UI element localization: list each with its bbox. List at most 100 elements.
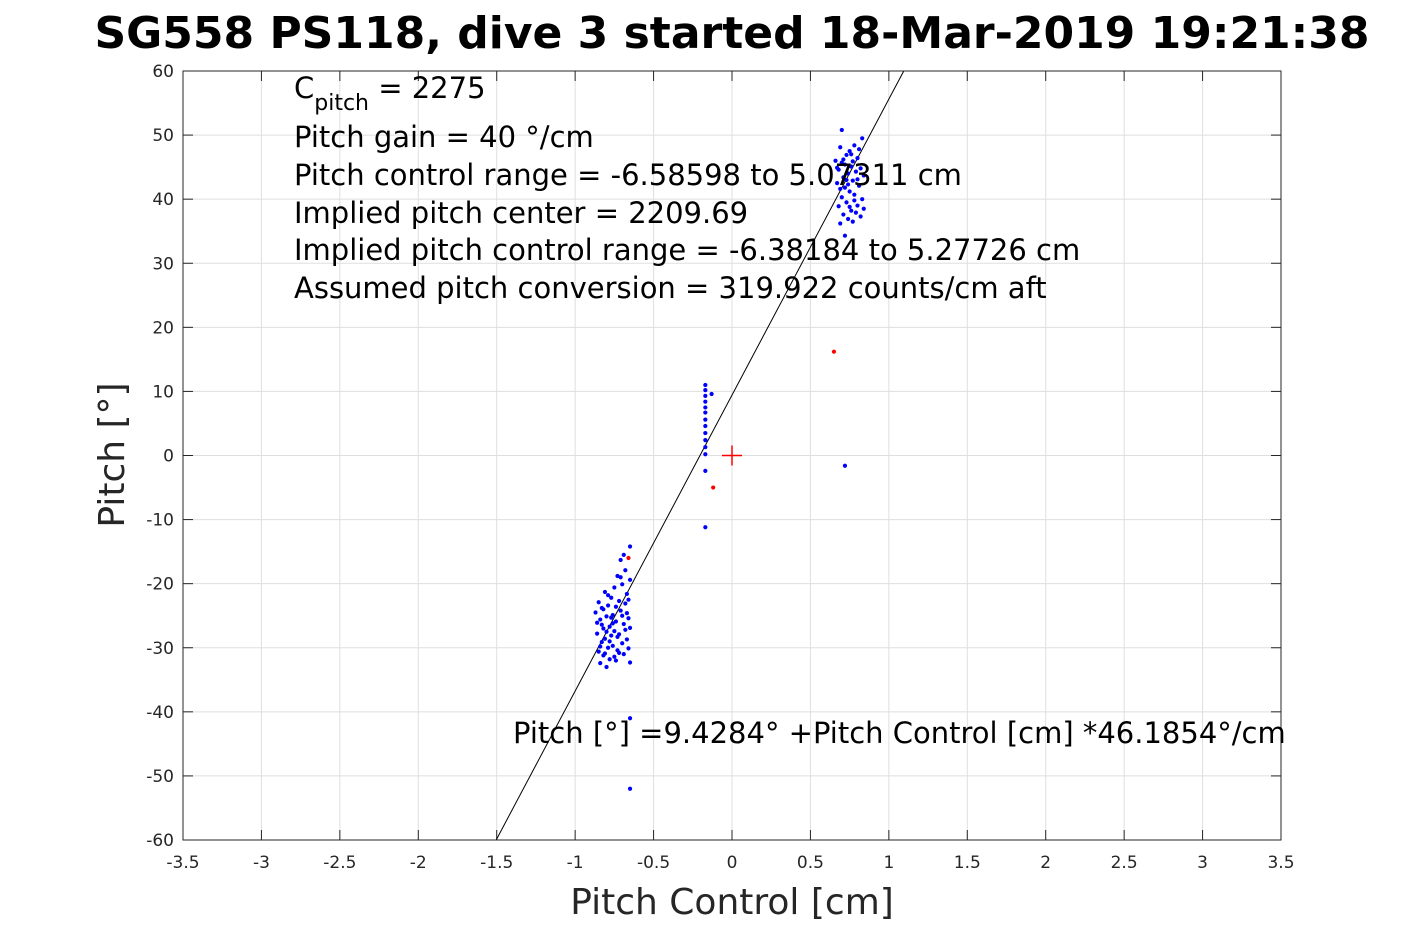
data-point xyxy=(626,555,631,561)
y-tick-label: -10 xyxy=(146,511,174,531)
data-point xyxy=(842,162,848,167)
y-tick-label: -40 xyxy=(146,703,174,723)
data-point xyxy=(856,147,862,152)
data-point xyxy=(626,616,631,621)
data-point xyxy=(618,557,623,563)
x-tick-label: 3 xyxy=(1197,853,1208,873)
data-point xyxy=(836,204,841,209)
y-tick-label: 40 xyxy=(152,190,174,210)
y-tick-label: 10 xyxy=(152,382,174,402)
data-point xyxy=(598,617,603,622)
x-axis-label: Pitch Control [cm] xyxy=(570,882,894,923)
data-point xyxy=(601,626,606,631)
x-tick-label: -2.5 xyxy=(323,853,356,873)
data-point xyxy=(609,633,614,638)
data-point xyxy=(849,208,854,213)
data-point xyxy=(599,639,604,645)
data-point xyxy=(627,660,633,665)
x-tick-label: -2 xyxy=(410,853,427,873)
data-point xyxy=(612,585,617,590)
x-tick-label: 3.5 xyxy=(1267,853,1294,873)
x-tick-label: 0 xyxy=(727,853,738,873)
data-point xyxy=(839,127,844,133)
data-point xyxy=(613,619,619,624)
x-tick-label: 0.5 xyxy=(797,853,824,873)
data-point xyxy=(709,391,714,397)
y-tick-label: -60 xyxy=(146,831,174,851)
fit-line xyxy=(495,70,905,841)
data-point xyxy=(610,643,615,648)
data-point xyxy=(613,658,619,663)
data-point xyxy=(627,544,633,549)
y-tick-label: 60 xyxy=(152,62,174,82)
data-point xyxy=(703,468,708,473)
data-point xyxy=(601,607,606,612)
data-point xyxy=(861,206,866,211)
data-point xyxy=(703,417,708,422)
data-point xyxy=(861,173,866,178)
data-point xyxy=(703,410,708,415)
x-tick-label: -1.5 xyxy=(480,853,513,873)
data-point xyxy=(838,145,843,150)
data-point xyxy=(620,582,625,587)
data-point xyxy=(849,164,854,169)
data-point xyxy=(855,156,860,161)
cpitch-value: = 2275 xyxy=(369,71,486,105)
data-point xyxy=(607,624,612,629)
data-point xyxy=(624,637,630,642)
data-point xyxy=(838,186,843,192)
data-point xyxy=(612,654,617,659)
data-point xyxy=(621,621,626,627)
x-tick-label: 2 xyxy=(1040,853,1051,873)
data-point xyxy=(852,192,857,197)
data-point xyxy=(850,178,855,183)
data-point xyxy=(605,603,611,608)
y-tick-label: 20 xyxy=(152,318,174,338)
data-point xyxy=(858,166,863,171)
data-point xyxy=(847,204,852,209)
data-point xyxy=(602,636,608,641)
data-point xyxy=(834,165,840,170)
data-point xyxy=(602,651,608,656)
data-point xyxy=(598,661,603,666)
data-point xyxy=(844,177,849,183)
data-point xyxy=(842,185,848,190)
y-axis-label: Pitch [°] xyxy=(92,382,133,527)
data-point xyxy=(604,629,609,634)
data-point xyxy=(842,233,848,238)
data-point xyxy=(624,591,630,597)
pitch-control-range-annotation: Pitch control range = -6.58598 to 5.0731… xyxy=(294,158,962,192)
data-point xyxy=(847,189,852,194)
cpitch-subscript: pitch xyxy=(314,91,369,116)
data-point xyxy=(844,152,849,158)
data-point xyxy=(623,627,628,632)
x-tick-label: -0.5 xyxy=(637,853,670,873)
data-point xyxy=(610,621,615,626)
data-point xyxy=(850,159,855,164)
data-point xyxy=(703,423,708,429)
data-layer xyxy=(495,70,905,841)
tick-marks xyxy=(182,70,1282,841)
data-point xyxy=(627,577,633,582)
data-point xyxy=(621,652,626,657)
data-point xyxy=(860,197,865,202)
y-tick-labels: -60 -50 -40 -30 -20 -10 0 10 20 30 40 50 60 xyxy=(146,62,174,851)
data-point xyxy=(620,613,625,618)
data-point xyxy=(831,349,837,354)
data-point xyxy=(703,382,708,388)
data-point xyxy=(703,393,708,399)
data-point xyxy=(850,219,855,224)
data-point xyxy=(841,212,846,217)
data-point xyxy=(711,485,716,490)
data-point xyxy=(627,625,633,630)
data-point xyxy=(703,399,708,404)
fit-equation-annotation: Pitch [°] =9.4284° +Pitch Control [cm] *… xyxy=(513,716,1286,750)
y-tick-label: 0 xyxy=(163,447,174,467)
data-point xyxy=(602,589,608,595)
x-tick-label: 2.5 xyxy=(1111,853,1138,873)
data-point xyxy=(852,198,857,203)
data-point xyxy=(627,716,633,721)
data-point xyxy=(618,608,623,613)
data-point xyxy=(703,430,708,436)
data-point xyxy=(620,641,625,646)
